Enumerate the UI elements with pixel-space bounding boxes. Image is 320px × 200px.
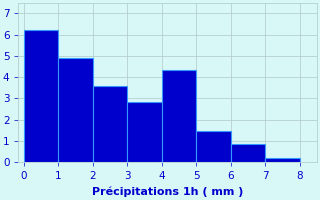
Bar [196,131,231,162]
Bar [231,144,265,162]
Bar [24,30,58,162]
Bar [58,58,93,162]
Bar [162,70,196,162]
Bar [265,158,300,162]
Bar [127,102,162,162]
Bar [93,86,127,162]
X-axis label: Précipitations 1h ( mm ): Précipitations 1h ( mm ) [92,187,244,197]
